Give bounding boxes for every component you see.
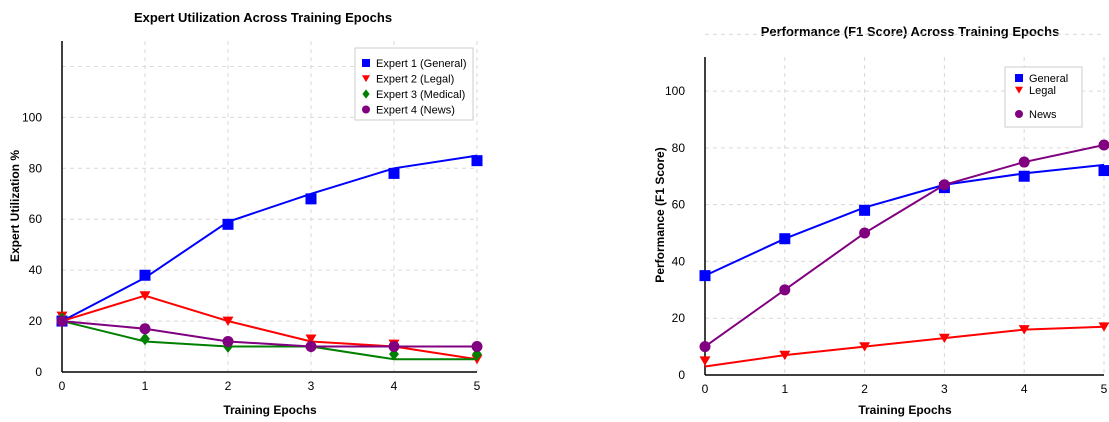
x-tick-label: 3 (308, 379, 315, 393)
legend-marker (362, 75, 370, 83)
x-tick-label: 2 (861, 382, 868, 396)
legend-marker (362, 105, 370, 114)
data-point (471, 155, 483, 167)
y-tick-label: 20 (29, 314, 43, 328)
data-point (859, 227, 871, 239)
series-line (61, 320, 477, 361)
y-axis-label: Expert Utilization % (8, 150, 22, 262)
series-line (61, 294, 478, 361)
y-tick-label: 60 (29, 212, 43, 226)
data-point (471, 341, 483, 353)
y-tick-label: 0 (678, 368, 685, 382)
y-tick-label: 80 (29, 161, 43, 175)
data-point (938, 179, 950, 191)
data-point (699, 341, 711, 353)
data-point (699, 356, 711, 366)
data-point (305, 341, 317, 353)
data-point (1018, 170, 1030, 182)
legend-label: Legal (1029, 85, 1056, 97)
y-axis-label: Performance (F1 Score) (653, 147, 667, 282)
data-point (305, 193, 317, 205)
x-tick-label: 2 (225, 379, 232, 393)
legend-label: General (1029, 73, 1068, 85)
series-line (704, 325, 1105, 368)
x-tick-label: 5 (474, 379, 481, 393)
data-point (779, 350, 791, 361)
data-point (388, 167, 400, 179)
chart-title: Expert Utilization Across Training Epoch… (134, 10, 392, 25)
data-point (779, 284, 791, 296)
legend-marker (1015, 110, 1023, 118)
data-point (139, 323, 151, 335)
data-point (699, 270, 711, 282)
data-point (859, 342, 871, 352)
legend-label: News (1029, 109, 1057, 121)
data-point (139, 291, 151, 301)
legend-marker (362, 89, 370, 99)
legend-marker (1015, 74, 1023, 82)
data-point (1018, 156, 1030, 168)
y-tick-label: 100 (22, 110, 42, 124)
data-point (1018, 325, 1030, 335)
legend-marker (1015, 86, 1023, 94)
data-point (140, 332, 150, 346)
data-point (222, 218, 234, 230)
y-tick-label: 20 (672, 311, 686, 325)
data-point (56, 315, 68, 327)
x-tick-label: 5 (1101, 382, 1108, 396)
x-tick-label: 4 (391, 379, 398, 393)
series-line (704, 144, 1105, 348)
data-point (1098, 165, 1109, 177)
y-tick-label: 100 (665, 84, 685, 98)
data-point (1098, 322, 1109, 332)
x-tick-label: 4 (1021, 382, 1028, 396)
legend-box (354, 47, 474, 121)
data-point (938, 333, 950, 344)
x-tick-label: 3 (941, 382, 948, 396)
legend-label: Expert 2 (Legal) (376, 74, 454, 86)
data-point (779, 233, 791, 245)
legend-label: Expert 4 (News) (376, 105, 455, 117)
legend-label: Expert 1 (General) (376, 58, 466, 70)
chart-title: Performance (F1 Score) Across Training E… (761, 24, 1060, 39)
data-point (388, 341, 400, 353)
x-tick-label: 0 (59, 379, 66, 393)
x-axis-label: Training Epochs (858, 403, 952, 417)
x-tick-label: 0 (702, 382, 709, 396)
data-point (222, 335, 234, 347)
x-tick-label: 1 (781, 382, 788, 396)
data-point (222, 316, 234, 327)
series-line (61, 320, 477, 348)
x-axis-label: Training Epochs (223, 403, 317, 417)
data-point (139, 269, 151, 281)
data-point (305, 334, 317, 344)
legend-label: Expert 3 (Medical) (376, 89, 465, 101)
legend-marker (362, 59, 370, 67)
y-tick-label: 60 (672, 198, 686, 212)
series-line (61, 154, 478, 322)
y-tick-label: 40 (29, 263, 43, 277)
data-point (1098, 139, 1109, 151)
y-tick-label: 80 (672, 141, 686, 155)
series-line (704, 163, 1105, 277)
x-tick-label: 1 (142, 379, 149, 393)
data-point (859, 204, 871, 216)
y-tick-label: 0 (35, 365, 42, 379)
y-tick-label: 40 (672, 254, 686, 268)
